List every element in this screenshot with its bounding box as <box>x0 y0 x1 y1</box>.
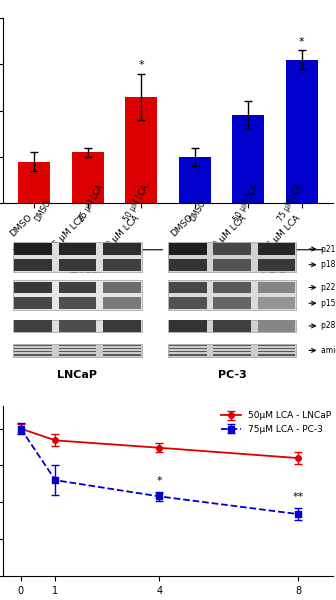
FancyBboxPatch shape <box>258 345 295 346</box>
FancyBboxPatch shape <box>168 242 296 272</box>
FancyBboxPatch shape <box>14 348 52 349</box>
Text: p18 Bax: p18 Bax <box>321 260 336 269</box>
FancyBboxPatch shape <box>213 348 251 349</box>
FancyBboxPatch shape <box>168 344 296 356</box>
FancyBboxPatch shape <box>169 259 207 271</box>
Text: DMSO: DMSO <box>33 198 52 223</box>
FancyBboxPatch shape <box>169 348 207 349</box>
FancyBboxPatch shape <box>258 243 295 255</box>
FancyBboxPatch shape <box>258 281 295 293</box>
Text: p22 Bid: p22 Bid <box>321 283 336 292</box>
FancyBboxPatch shape <box>103 345 141 346</box>
Bar <box>125 97 157 203</box>
Text: LNCaP: LNCaP <box>57 370 97 380</box>
FancyBboxPatch shape <box>169 298 207 309</box>
Text: *: * <box>157 476 162 486</box>
FancyBboxPatch shape <box>168 280 296 310</box>
FancyBboxPatch shape <box>169 320 207 332</box>
FancyBboxPatch shape <box>213 298 251 309</box>
FancyBboxPatch shape <box>258 320 295 332</box>
FancyBboxPatch shape <box>103 259 141 271</box>
Text: *: * <box>299 37 304 47</box>
FancyBboxPatch shape <box>213 281 251 293</box>
FancyBboxPatch shape <box>59 351 96 352</box>
FancyBboxPatch shape <box>169 281 207 293</box>
FancyBboxPatch shape <box>258 348 295 349</box>
FancyBboxPatch shape <box>14 320 52 332</box>
Text: 75 μM LCA: 75 μM LCA <box>277 183 305 223</box>
FancyBboxPatch shape <box>59 320 96 332</box>
FancyBboxPatch shape <box>213 259 251 271</box>
Text: LNCaP: LNCaP <box>70 265 106 275</box>
FancyBboxPatch shape <box>59 259 96 271</box>
FancyBboxPatch shape <box>169 354 207 356</box>
FancyBboxPatch shape <box>258 354 295 356</box>
FancyBboxPatch shape <box>103 320 141 332</box>
Text: PC-3: PC-3 <box>218 370 247 380</box>
FancyBboxPatch shape <box>14 351 52 352</box>
FancyBboxPatch shape <box>213 243 251 255</box>
FancyBboxPatch shape <box>14 259 52 271</box>
FancyBboxPatch shape <box>169 345 207 346</box>
FancyBboxPatch shape <box>59 348 96 349</box>
Text: 50 μM LCA: 50 μM LCA <box>122 183 150 223</box>
FancyBboxPatch shape <box>59 345 96 346</box>
Text: 25 μM LCA: 25 μM LCA <box>77 183 106 223</box>
FancyBboxPatch shape <box>103 281 141 293</box>
FancyBboxPatch shape <box>59 354 96 356</box>
FancyBboxPatch shape <box>13 280 142 310</box>
FancyBboxPatch shape <box>169 351 207 352</box>
FancyBboxPatch shape <box>59 281 96 293</box>
FancyBboxPatch shape <box>13 320 142 332</box>
FancyBboxPatch shape <box>168 320 296 332</box>
FancyBboxPatch shape <box>169 243 207 255</box>
FancyBboxPatch shape <box>103 351 141 352</box>
FancyBboxPatch shape <box>13 344 142 356</box>
FancyBboxPatch shape <box>103 348 141 349</box>
FancyBboxPatch shape <box>258 298 295 309</box>
Text: p28 Bcl-2: p28 Bcl-2 <box>321 322 336 331</box>
Text: **: ** <box>292 492 304 502</box>
FancyBboxPatch shape <box>213 354 251 356</box>
FancyBboxPatch shape <box>258 351 295 352</box>
FancyBboxPatch shape <box>14 354 52 356</box>
FancyBboxPatch shape <box>14 243 52 255</box>
Bar <box>232 115 264 203</box>
FancyBboxPatch shape <box>59 243 96 255</box>
Bar <box>286 60 318 203</box>
Text: p21 Bax: p21 Bax <box>321 245 336 254</box>
FancyBboxPatch shape <box>103 243 141 255</box>
FancyBboxPatch shape <box>14 345 52 346</box>
FancyBboxPatch shape <box>14 281 52 293</box>
Text: amido black: amido black <box>321 346 336 355</box>
FancyBboxPatch shape <box>213 320 251 332</box>
Text: DMSO: DMSO <box>188 198 207 223</box>
Legend: 50μM LCA - LNCaP, 75μM LCA - PC-3: 50μM LCA - LNCaP, 75μM LCA - PC-3 <box>217 407 335 437</box>
Text: p15 Bid: p15 Bid <box>321 299 336 308</box>
Text: 50 μM LCA: 50 μM LCA <box>232 183 260 223</box>
Text: *: * <box>138 60 144 70</box>
Text: PC-3: PC-3 <box>262 265 288 275</box>
FancyBboxPatch shape <box>13 242 142 272</box>
FancyBboxPatch shape <box>103 354 141 356</box>
FancyBboxPatch shape <box>213 351 251 352</box>
Bar <box>18 161 50 203</box>
FancyBboxPatch shape <box>213 345 251 346</box>
Bar <box>72 152 104 203</box>
FancyBboxPatch shape <box>59 298 96 309</box>
FancyBboxPatch shape <box>14 298 52 309</box>
FancyBboxPatch shape <box>258 259 295 271</box>
FancyBboxPatch shape <box>103 298 141 309</box>
Bar <box>179 157 211 203</box>
